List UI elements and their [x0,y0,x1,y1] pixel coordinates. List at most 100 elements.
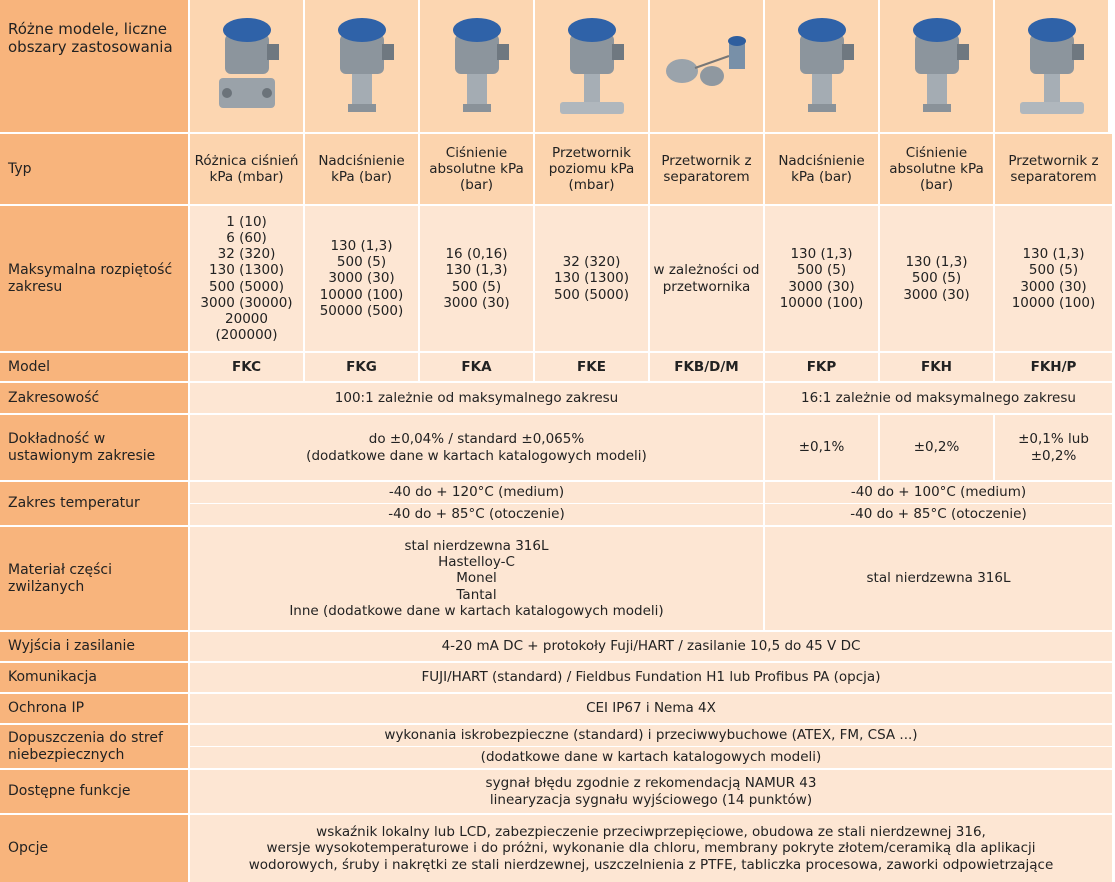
row-label: Dopuszczenia do stref niebezpiecznych [0,725,188,768]
cell-line: 130 (1300) [554,270,629,287]
cell-text: FKP [806,358,837,375]
cell-line: 3000 (30) [443,294,510,311]
table-cell: FKG [305,353,418,381]
product-image [218,18,279,108]
cell-line: 130 (1,3) [1022,246,1085,263]
cell-line: 1 (10) [226,213,267,230]
table-cell: ±0,2% [880,415,993,480]
cell-text: w zależności od przetwornika [653,262,760,295]
cell-text: ±0,1% [798,439,845,456]
cell-text: Ciśnienie absolutne kPa (bar) [429,144,524,194]
cell-text: ±0,1% lub ±0,2% [1018,431,1089,464]
table-cell: sygnał błędu zgodnie z rekomendacją NAMU… [190,770,1112,813]
cell-line: 10000 (100) [319,286,404,303]
product-image [1019,18,1084,114]
cell-line: Inne (dodatkowe dane w kartach katalogow… [289,602,664,619]
cell-line: wskaźnik lokalny lub LCD, zabezpieczenie… [316,824,986,841]
table-cell: FUJI/HART (standard) / Fieldbus Fundatio… [190,663,1112,692]
cell-line: sygnał błędu zgodnie z rekomendacją NAMU… [485,775,817,792]
cell-line: 3000 (30) [788,278,855,295]
row-label: Dostępne funkcje [0,770,188,813]
cell-line: 3000 (30000) [200,294,293,311]
table-cell: do ±0,04% / standard ±0,065% (dodatkowe d… [190,415,763,480]
table-cell: Przetwornik poziomu kPa (mbar) [535,134,648,204]
table-cell: FKH/P [995,353,1112,381]
table-cell: 4-20 mA DC + protokoły Fuji/HART / zasil… [190,632,1112,661]
cell-text: stal nierdzewna 316L [866,570,1011,587]
cell-subline: -40 do + 85°C (otoczenie) [388,506,565,523]
product-image [337,18,394,112]
product-image-cell [765,0,878,132]
cell-text: FKH/P [1030,358,1077,375]
table-cell: ±0,1% [765,415,878,480]
cell-text: FKA [461,358,492,375]
cell-line: 130 (1,3) [445,262,508,279]
cell-text: FKG [346,358,377,375]
table-cell: stal nierdzewna 316L [765,527,1112,630]
cell-line: 10000 (100) [1011,294,1096,311]
row-label: Typ [0,134,188,204]
cell-line: Tantal [456,586,497,603]
row-label: Ochrona IP [0,694,188,723]
cell-text: FKE [577,358,606,375]
corner-title: Różne modele, liczne obszary zastosowani… [0,0,188,132]
cell-line: 130 (1,3) [330,238,393,255]
cell-line: 6 (60) [226,229,267,246]
table-cell: FKC [190,353,303,381]
row-label: Zakresowość [0,383,188,413]
product-image [665,36,746,86]
cell-text: Różnica ciśnień kPa (mbar) [194,152,299,185]
cell-line: do ±0,04% / standard ±0,065% [368,431,585,448]
table-cell: Przetwornik z separatorem [650,134,763,204]
cell-line: 500 (5) [336,254,387,271]
table-cell: Różnica ciśnień kPa (mbar) [190,134,303,204]
cell-line: 130 (1300) [209,262,284,279]
table-cell: w zależności od przetwornika [650,206,763,351]
row-label: Zakres temperatur [0,482,188,525]
product-image-cell [995,0,1108,132]
cell-line: 50000 (500) [319,302,404,319]
product-image [559,18,624,114]
table-cell: 130 (1,3) 500 (5) 3000 (30) 10000 (100) [995,206,1112,351]
cell-line: wersje wysokotemperaturowe i do próżni, … [266,840,1036,857]
table-cell: FKE [535,353,648,381]
cell-text: Nadciśnienie kPa (bar) [778,152,865,185]
table-cell: Nadciśnienie kPa (bar) [765,134,878,204]
cell-line: 500 (5000) [554,286,629,303]
table-cell: -40 do + 100°C (medium) -40 do + 85°C (ot… [765,482,1112,525]
table-cell: ±0,1% lub ±0,2% [995,415,1112,480]
table-cell: stal nierdzewna 316L Hastelloy-C Monel Tant… [190,527,763,630]
table-cell: 100:1 zależnie od maksymalnego zakresu [190,383,763,413]
table-cell: Ciśnienie absolutne kPa (bar) [880,134,993,204]
cell-text: 100:1 zależnie od maksymalnego zakresu [334,389,619,406]
product-image-cell [650,0,763,132]
cell-line: 16 (0,16) [445,246,508,263]
cell-subline: -40 do + 120°C (medium) [388,484,565,501]
product-image-cell [305,0,418,132]
table-cell: Nadciśnienie kPa (bar) [305,134,418,204]
product-image-cell [190,0,303,132]
table-cell: 32 (320) 130 (1300) 500 (5000) [535,206,648,351]
table-cell: 130 (1,3) 500 (5) 3000 (30) 10000 (100) [765,206,878,351]
table-cell: FKA [420,353,533,381]
cell-text: Przetwornik z separatorem [1008,152,1099,185]
table-cell: CEI IP67 i Nema 4X [190,694,1112,723]
product-image-cell [880,0,993,132]
cell-text: Nadciśnienie kPa (bar) [318,152,405,185]
cell-line: 3000 (30) [1020,278,1087,295]
cell-text: ±0,2% [913,439,960,456]
cell-line: wodorowych, śruby i nakrętki ze stali ni… [248,856,1054,873]
cell-text: FKH [921,358,952,375]
product-image [452,18,509,112]
sub-divider [190,746,1112,747]
cell-line: linearyzacja sygnału wyjściowego (14 pun… [489,791,813,808]
cell-line: 130 (1,3) [905,254,968,271]
row-label: Maksymalna rozpiętość zakresu [0,206,188,351]
cell-line: 10000 (100) [779,294,864,311]
table-cell: 16 (0,16) 130 (1,3) 500 (5) 3000 (30) [420,206,533,351]
cell-line: 3000 (30) [903,286,970,303]
cell-line: stal nierdzewna 316L [404,538,549,555]
cell-text: FKB/D/M [674,358,739,375]
sub-divider [765,503,1112,504]
